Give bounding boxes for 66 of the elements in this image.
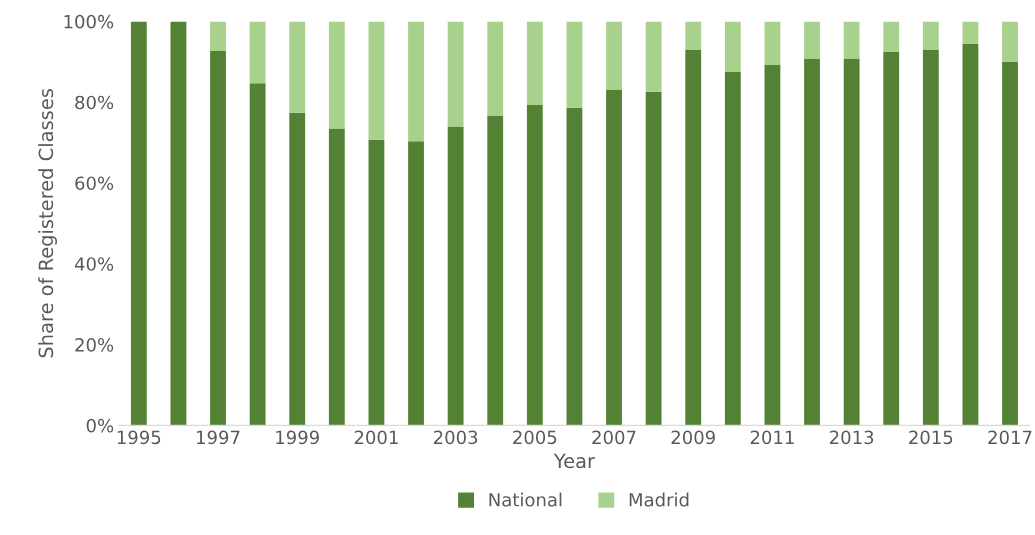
x-tick-label: 2017: [988, 430, 1032, 445]
bar: [1002, 61, 1018, 426]
bar: [764, 21, 781, 66]
bar: [368, 21, 385, 140]
bar: [566, 21, 583, 108]
bar: [764, 65, 781, 426]
y-axis-title: Share of Registered Classes: [38, 89, 57, 358]
bar: [724, 21, 741, 72]
bar: [645, 91, 662, 426]
x-tick-label: 2015: [909, 430, 953, 445]
bar: [922, 21, 939, 51]
bar: [883, 21, 900, 53]
bar: [368, 139, 385, 426]
bar: [447, 126, 464, 426]
x-tick-label: 2001: [354, 430, 398, 445]
y-tick-label: 80%: [75, 95, 114, 110]
x-axis-title: Year: [553, 453, 596, 469]
bar: [883, 52, 900, 426]
bar: [210, 21, 226, 51]
y-tick-label: 100%: [64, 14, 114, 29]
bar: [447, 21, 464, 127]
y-tick-label: 40%: [74, 257, 114, 271]
bar: [724, 71, 741, 426]
legend-label: Madrid: [629, 492, 689, 507]
bar: [249, 21, 266, 84]
x-tick-label: 2003: [433, 430, 478, 445]
x-tick-label: 1999: [276, 430, 319, 445]
bar: [289, 112, 306, 426]
bar: [685, 50, 702, 426]
bar: [328, 128, 345, 426]
x-tick-label: 2009: [671, 430, 715, 445]
x-tick-label: 2005: [513, 430, 557, 445]
y-tick-label: 0%: [86, 418, 114, 433]
bar: [962, 44, 979, 426]
bar: [962, 21, 979, 45]
bar: [1002, 21, 1018, 62]
bar: [804, 58, 820, 426]
bar: [130, 21, 147, 426]
bar: [487, 115, 504, 426]
bar: [249, 83, 266, 426]
bar: [843, 21, 860, 59]
bar: [645, 21, 662, 92]
bar: [685, 21, 702, 51]
bar: [804, 21, 820, 59]
bar: [487, 21, 504, 116]
bar: [408, 21, 424, 142]
legend-label: National: [489, 492, 562, 507]
bar: [210, 50, 226, 426]
bar: [328, 21, 345, 129]
x-tick-label: 2011: [750, 430, 794, 445]
x-tick-label: 2007: [592, 430, 636, 445]
bar: [289, 21, 306, 113]
y-tick-label: 60%: [75, 176, 114, 191]
y-tick-label: 20%: [75, 338, 114, 352]
x-tick-label: 1997: [197, 430, 240, 445]
bar: [408, 141, 424, 426]
bar: [526, 21, 543, 106]
bar: [566, 107, 583, 426]
bar: [843, 58, 860, 426]
x-tick-label: 1995: [117, 430, 161, 445]
bar: [922, 50, 939, 426]
bar: [606, 90, 622, 426]
bar: [170, 21, 187, 426]
x-tick-label: 2013: [829, 430, 874, 445]
bar: [526, 105, 543, 426]
bar: [606, 21, 622, 91]
